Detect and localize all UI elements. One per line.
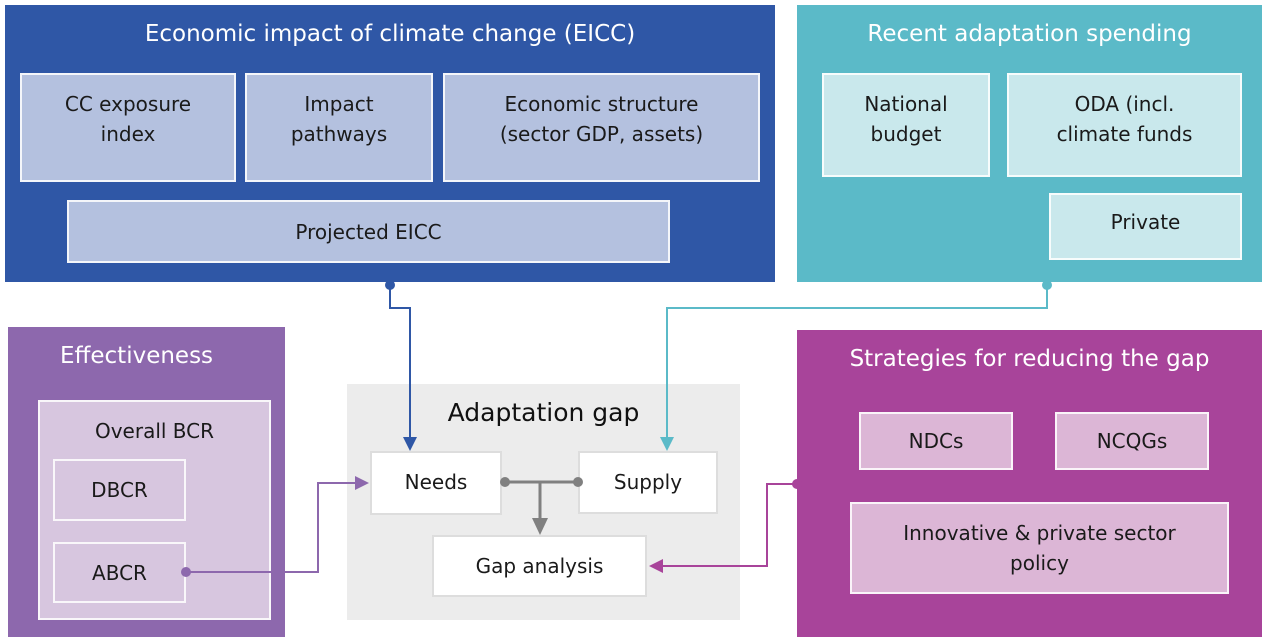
label: NDCs (908, 429, 964, 453)
label: ABCR (92, 560, 147, 585)
box: DBCR (53, 459, 186, 521)
label: National (864, 92, 948, 116)
box: Impact pathways (245, 73, 433, 182)
box: Private (1049, 193, 1242, 260)
panel-title: Strategies for reducing the gap (849, 346, 1210, 372)
box: ODA (incl. climate funds (1007, 73, 1242, 177)
label: Economic structure (504, 92, 699, 116)
box: NCQGs (1055, 412, 1209, 470)
box: Economic structure (sector GDP, assets) (443, 73, 760, 182)
label: Projected EICC (295, 219, 442, 244)
label: climate funds (1056, 122, 1193, 146)
box: Supply (578, 451, 718, 514)
panel-title: Economic impact of climate change (EICC) (144, 21, 636, 47)
label: budget (870, 122, 942, 146)
panel-title: Adaptation gap (447, 398, 640, 427)
panel-title: Recent adaptation spending (867, 21, 1192, 47)
box: NDCs (859, 412, 1013, 470)
label: Needs (404, 470, 468, 494)
label: Innovative & private sector (903, 521, 1176, 545)
label: Gap analysis (475, 554, 604, 578)
label: Supply (613, 470, 683, 494)
gap-connector (500, 477, 583, 535)
label: index (100, 122, 156, 146)
label: pathways (290, 122, 388, 146)
strategies-connector (649, 479, 802, 573)
eicc-connector (385, 280, 417, 451)
label: CC exposure (64, 92, 192, 116)
label: Impact (304, 92, 374, 116)
panel-title: Effectiveness (60, 343, 214, 369)
box: Projected EICC (67, 200, 670, 263)
label: Overall BCR (94, 419, 215, 443)
label: Private (1110, 210, 1181, 234)
label: DBCR (91, 478, 148, 502)
box: ABCR (53, 542, 186, 603)
label: policy (1010, 551, 1069, 575)
box: Gap analysis (432, 535, 647, 597)
effectiveness-connector (181, 476, 369, 577)
box: National budget (822, 73, 990, 177)
box: Needs (370, 451, 502, 515)
label: ODA (incl. (1074, 92, 1175, 116)
box: Innovative & private sector policy (850, 502, 1229, 594)
spending-connector (660, 280, 1052, 451)
box: CC exposure index (20, 73, 236, 182)
label: NCQGs (1096, 429, 1168, 453)
label: (sector GDP, assets) (499, 122, 704, 146)
